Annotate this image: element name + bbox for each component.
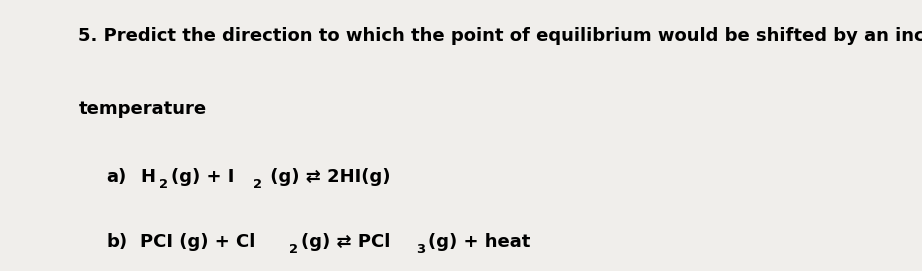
Text: 2: 2 <box>289 243 298 256</box>
Text: PCI (g) + Cl: PCI (g) + Cl <box>140 233 255 251</box>
Text: (g) + heat: (g) + heat <box>428 233 530 251</box>
Text: (g) + I: (g) + I <box>171 168 234 186</box>
Text: temperature: temperature <box>78 100 207 118</box>
Text: 3: 3 <box>416 243 425 256</box>
Text: 2: 2 <box>253 178 262 191</box>
Text: 5. Predict the direction to which the point of equilibrium would be shifted by a: 5. Predict the direction to which the po… <box>78 27 922 45</box>
Text: H: H <box>140 168 155 186</box>
Text: (g) ⇄ 2HI(g): (g) ⇄ 2HI(g) <box>265 168 391 186</box>
Text: (g) ⇄ PCl: (g) ⇄ PCl <box>301 233 390 251</box>
Text: 2: 2 <box>160 178 169 191</box>
Text: b): b) <box>106 233 127 251</box>
Text: a): a) <box>106 168 126 186</box>
